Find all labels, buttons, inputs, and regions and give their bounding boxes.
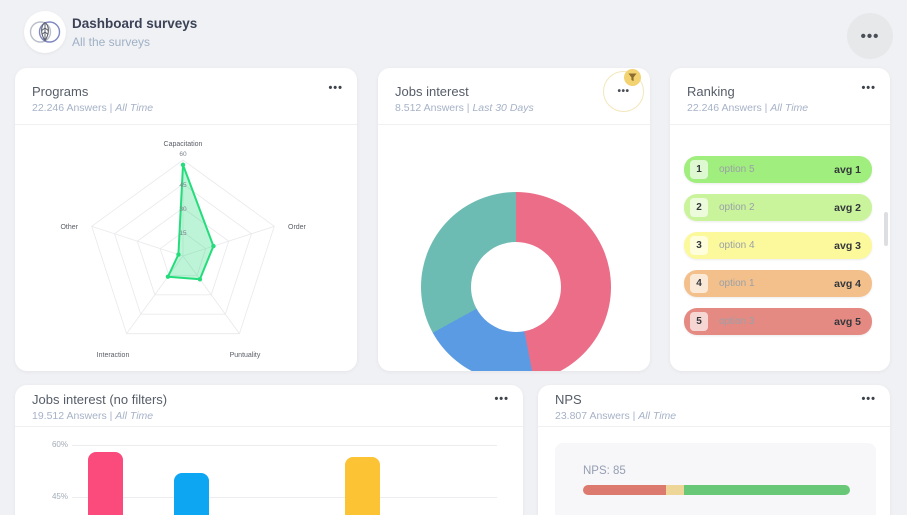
jobs-nf-card-header: Jobs interest (no filters) 19.512 Answer… — [15, 385, 523, 427]
rank-avg-value: avg 1 — [834, 163, 861, 176]
ranking-card-header: Ranking 22.246 Answers | All Time ••• — [670, 68, 890, 125]
nps-gauge-bar — [583, 485, 850, 495]
nps-subtitle: 23.807 Answers | All Time — [555, 410, 676, 422]
rank-option-label: option 2 — [719, 202, 755, 213]
nps-card: NPS 23.807 Answers | All Time ••• NPS: 8… — [538, 385, 890, 515]
bar-series-4 — [345, 457, 381, 515]
ranking-row-5: 5 option 3 avg 5 — [684, 308, 872, 335]
funnel-filter-icon — [628, 73, 637, 82]
rank-option-label: option 5 — [719, 164, 755, 175]
jobs-count: 8.512 Answers — [395, 102, 464, 114]
radar-axis-label: Order — [288, 224, 307, 231]
rank-number-badge: 4 — [690, 274, 708, 293]
radar-tick-label: 15 — [179, 230, 187, 237]
jobs-period: Last 30 Days — [472, 102, 534, 114]
radar-axis-label: Capacitation — [164, 141, 203, 148]
radar-axis-label: Puntuality — [230, 352, 261, 359]
radar-axis-label: Other — [60, 224, 78, 231]
bar-series-1 — [88, 451, 123, 515]
nps-menu-button[interactable]: ••• — [861, 393, 876, 405]
nps-segment-3 — [684, 485, 850, 495]
rank-avg-value: avg 3 — [834, 239, 861, 252]
rank-avg-value: avg 5 — [834, 315, 861, 328]
nps-title: NPS — [555, 392, 582, 407]
sep: | — [463, 102, 473, 114]
page-subtitle: All the surveys — [72, 35, 151, 49]
sep: | — [106, 102, 116, 114]
ranking-row-2: 2 option 2 avg 2 — [684, 194, 872, 221]
gridline — [72, 497, 497, 498]
nps-panel: NPS: 85 — [555, 443, 876, 515]
jobs-nf-period: All Time — [115, 410, 154, 422]
ellipsis-icon: ••• — [617, 86, 630, 97]
radar-axis-label: Interaction — [97, 352, 130, 359]
ranking-menu-button[interactable]: ••• — [861, 82, 876, 94]
programs-card: Programs 22.246 Answers | All Time ••• C… — [15, 68, 357, 371]
jobs-subtitle: 8.512 Answers | Last 30 Days — [395, 102, 534, 114]
ranking-subtitle: 22.246 Answers | All Time — [687, 102, 808, 114]
bar-series-2 — [173, 472, 209, 515]
ranking-scrollbar[interactable] — [884, 212, 888, 246]
jobs-nf-menu-button[interactable]: ••• — [494, 393, 509, 405]
ranking-title: Ranking — [687, 84, 735, 99]
programs-radar-chart: Capacitation Order Puntuality Interaction Ot… — [60, 141, 307, 359]
jobs-donut-chart — [421, 192, 611, 371]
sep: | — [629, 410, 639, 422]
nps-segment-1 — [583, 485, 666, 495]
y-axis-tick-label: 60% — [51, 440, 68, 449]
y-axis-tick-label: 45% — [51, 492, 68, 501]
nps-count: 23.807 Answers — [555, 410, 630, 422]
programs-count: 22.246 Answers — [32, 102, 107, 114]
header-menu-button[interactable]: ••• — [847, 13, 893, 59]
rank-option-label: option 1 — [719, 278, 755, 289]
jobs-bar-chart: 60% 45% — [15, 385, 523, 515]
jobs-nf-subtitle: 19.512 Answers | All Time — [32, 410, 153, 422]
ranking-row-4: 4 option 1 avg 4 — [684, 270, 872, 297]
rank-number-badge: 3 — [690, 236, 708, 255]
jobs-no-filters-card: Jobs interest (no filters) 19.512 Answer… — [15, 385, 523, 515]
sep: | — [106, 410, 116, 422]
jobs-donut-area: ChatEventsCourses — [378, 125, 650, 371]
gridline — [72, 445, 497, 446]
nps-segment-2 — [665, 485, 685, 495]
ranking-row-1: 1 option 5 avg 1 — [684, 156, 872, 183]
programs-title: Programs — [32, 84, 89, 99]
leaf-logo-icon — [29, 21, 61, 43]
ranking-count: 22.246 Answers — [687, 102, 762, 114]
jobs-card-header: Jobs interest 8.512 Answers | Last 30 Da… — [378, 68, 650, 125]
sep: | — [761, 102, 771, 114]
rank-number-badge: 1 — [690, 160, 708, 179]
ranking-period: All Time — [770, 102, 809, 114]
jobs-title: Jobs interest — [395, 84, 469, 99]
app-logo — [24, 11, 66, 53]
programs-card-header: Programs 22.246 Answers | All Time ••• — [15, 68, 357, 125]
radar-tick-label: 30 — [179, 206, 187, 213]
nps-card-header: NPS 23.807 Answers | All Time ••• — [538, 385, 890, 427]
jobs-filter-menu-button[interactable]: ••• — [603, 69, 644, 112]
jobs-interest-card: Jobs interest 8.512 Answers | Last 30 Da… — [378, 68, 650, 371]
programs-period: All Time — [115, 102, 154, 114]
rank-number-badge: 2 — [690, 198, 708, 217]
ranking-row-3: 3 option 4 avg 3 — [684, 232, 872, 259]
nps-period: All Time — [638, 410, 677, 422]
radar-tick-label: 45 — [179, 182, 187, 189]
top-header: Dashboard surveys All the surveys ••• — [0, 0, 907, 62]
page-title: Dashboard surveys — [72, 16, 198, 31]
rank-option-label: option 3 — [719, 316, 755, 327]
radar-tick-label: 60 — [179, 151, 187, 158]
filter-badge — [624, 69, 641, 86]
jobs-nf-title: Jobs interest (no filters) — [32, 392, 168, 407]
rank-number-badge: 5 — [690, 312, 708, 331]
rank-option-label: option 4 — [719, 240, 755, 251]
programs-menu-button[interactable]: ••• — [328, 82, 343, 94]
rank-avg-value: avg 4 — [834, 277, 861, 290]
programs-subtitle: 22.246 Answers | All Time — [32, 102, 153, 114]
jobs-nf-count: 19.512 Answers — [32, 410, 107, 422]
rank-avg-value: avg 2 — [834, 201, 861, 214]
nps-score-label: NPS: 85 — [583, 465, 626, 477]
